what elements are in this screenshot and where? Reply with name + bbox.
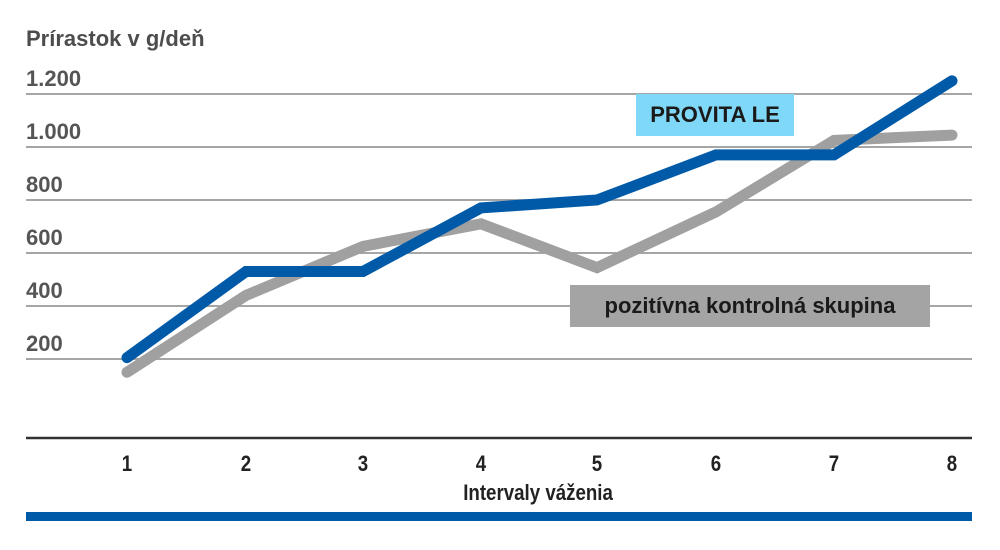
x-tick-label: 6 xyxy=(710,451,722,476)
footer-bar xyxy=(26,512,972,521)
y-tick-label: 600 xyxy=(26,225,63,250)
legend-label-control-group: pozitívna kontrolná skupina xyxy=(570,285,930,327)
y-tick-label: 400 xyxy=(26,278,63,303)
y-axis-title: Prírastok v g/deň xyxy=(26,26,205,51)
x-tick-label: 2 xyxy=(240,451,252,476)
gridlines xyxy=(26,93,972,360)
y-tick-label: 1.000 xyxy=(26,119,82,144)
x-tick-label: 1 xyxy=(121,451,133,476)
y-tick-label: 200 xyxy=(26,331,63,356)
x-tick-label: 5 xyxy=(591,451,603,476)
legend-label-provita-le: PROVITA LE xyxy=(636,94,794,136)
x-axis-title: Intervaly váženia xyxy=(463,480,613,505)
y-tick-label: 1.200 xyxy=(26,66,82,91)
y-tick-label: 800 xyxy=(26,172,63,197)
series-line-provita-le xyxy=(121,75,958,364)
x-tick-label: 4 xyxy=(475,451,487,476)
x-tick-label: 3 xyxy=(357,451,369,476)
x-tick-label: 7 xyxy=(828,451,840,476)
x-tick-label: 8 xyxy=(946,451,958,476)
